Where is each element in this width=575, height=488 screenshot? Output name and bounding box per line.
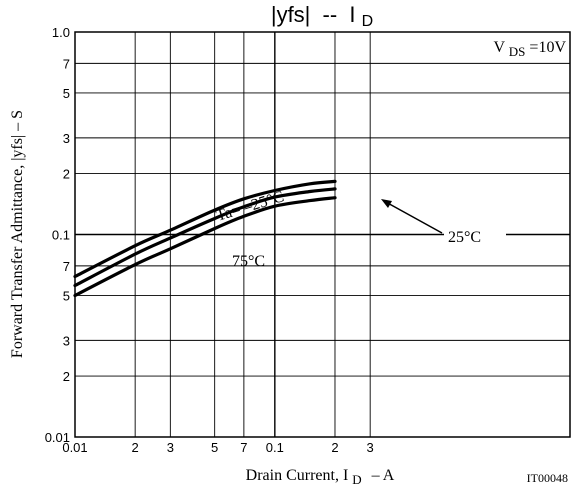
- label-75c: 75°C: [232, 253, 265, 270]
- y-tick-label: 3: [63, 131, 70, 146]
- chart-title-sep: --: [323, 2, 338, 27]
- chart-title-sub: D: [362, 13, 374, 30]
- label-25c-arrowhead: [381, 199, 392, 208]
- vds-main: V: [494, 39, 506, 56]
- series-line-75c: [73, 196, 337, 298]
- chart-title: |yfs| -- I D: [271, 2, 373, 30]
- y-tick-label: 7: [63, 56, 70, 71]
- y-tick-label: 0.01: [45, 430, 70, 445]
- y-axis-label: Forward Transfer Admittance, |yfs| – S: [9, 110, 26, 358]
- y-tick-label: 3: [63, 333, 70, 348]
- figure-code: IT00048: [527, 471, 568, 485]
- x-axis-label-main: Drain Current, I: [246, 467, 349, 484]
- x-tick-label: 2: [331, 440, 338, 455]
- x-tick-label: 7: [240, 440, 247, 455]
- x-axis-label-unit: – A: [371, 467, 395, 484]
- y-tick-label: 7: [63, 259, 70, 274]
- x-tick-label: 0.01: [62, 440, 87, 455]
- vds-value: =10V: [529, 39, 566, 56]
- y-tick-label: 5: [63, 288, 70, 303]
- x-axis-label: Drain Current, I D – A: [246, 467, 395, 488]
- x-tick-label: 3: [167, 440, 174, 455]
- label-25c-leader: [383, 200, 443, 234]
- chart-title-var: I: [349, 2, 355, 27]
- vds-sub: DS: [509, 44, 526, 59]
- label-25-background: [444, 224, 506, 246]
- series-line-25c: [73, 187, 337, 288]
- x-axis-label-sub: D: [352, 472, 361, 487]
- vds-condition-label: V DS =10V: [494, 39, 567, 60]
- x-tick-label: 5: [211, 440, 218, 455]
- y-tick-label: 2: [63, 369, 70, 384]
- y-tick-label: 1.0: [52, 25, 70, 40]
- x-tick-label: 0.1: [266, 440, 284, 455]
- x-tick-label: 3: [367, 440, 374, 455]
- y-tick-label: 0.1: [52, 228, 70, 243]
- tick-labels: 0.01 2 3 5 7 0.1 2 3 0.01 2 3 5 7 0.1 2 3 5 7 1.0: [45, 25, 374, 455]
- y-tick-label: 2: [63, 167, 70, 182]
- series-line-ta-minus25: [73, 179, 337, 279]
- series-lines: [73, 179, 337, 298]
- x-tick-label: 2: [132, 440, 139, 455]
- y-tick-label: 5: [63, 86, 70, 101]
- chart-title-main: |yfs|: [271, 2, 311, 27]
- label-25c: 25°C: [448, 229, 481, 246]
- plot-frame: [74, 31, 571, 438]
